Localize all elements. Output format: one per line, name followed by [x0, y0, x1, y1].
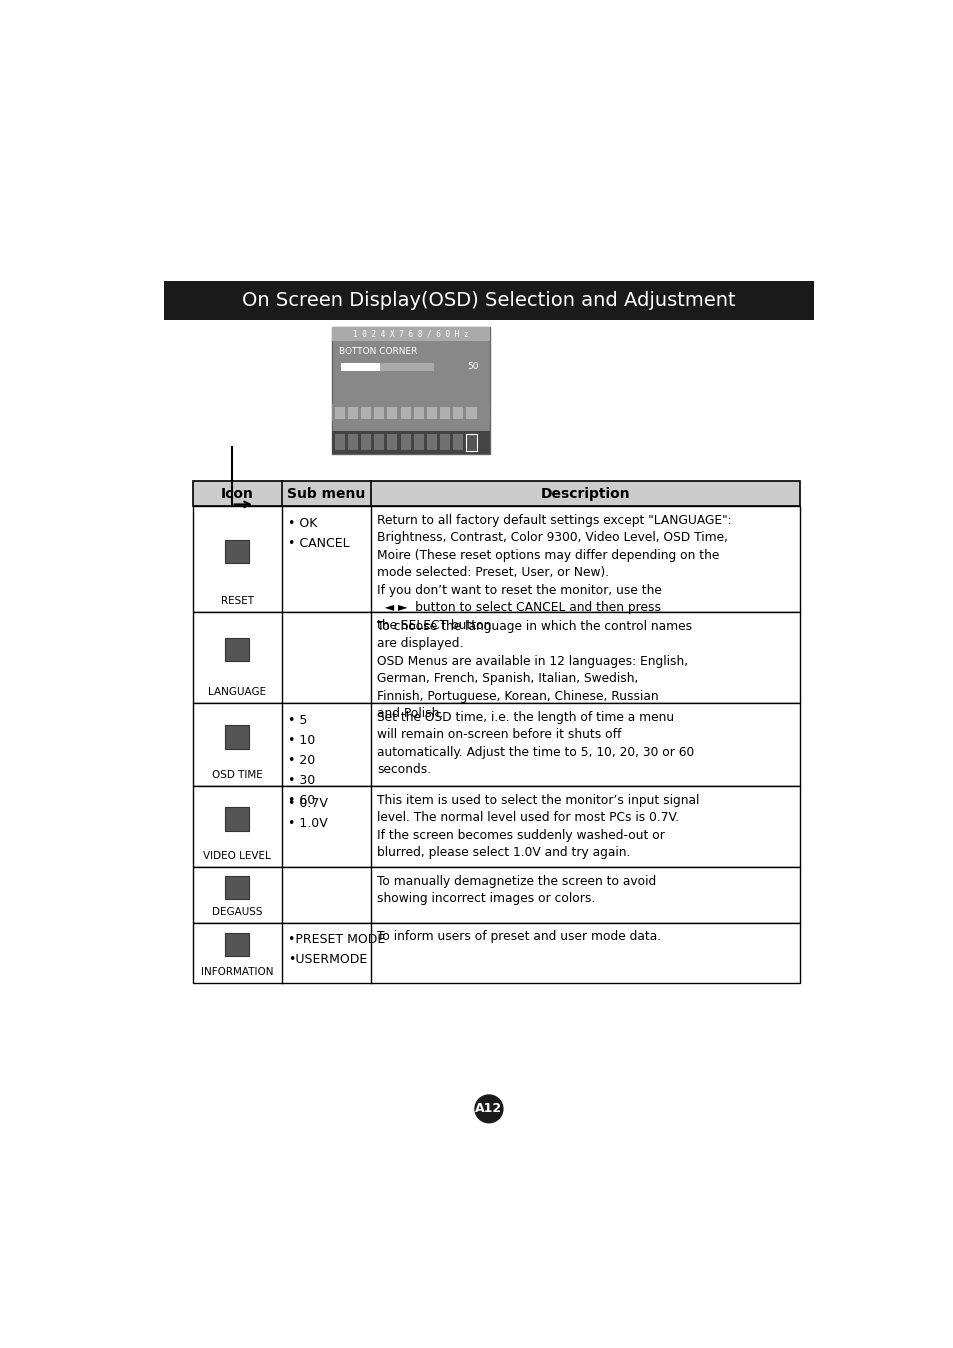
Bar	[225, 807, 249, 830]
Bar	[360, 434, 371, 450]
Bar	[348, 407, 357, 419]
Bar	[387, 434, 397, 450]
Bar	[427, 407, 436, 419]
Text: • 5
• 10
• 20
• 30
• 60: • 5 • 10 • 20 • 30 • 60	[288, 714, 315, 807]
Bar	[400, 434, 410, 450]
Bar	[427, 434, 436, 450]
Bar	[465, 434, 476, 450]
Text: Description: Description	[540, 487, 630, 500]
Bar	[335, 407, 344, 419]
Text: Icon: Icon	[220, 487, 253, 500]
Text: LANGUAGE: LANGUAGE	[208, 687, 266, 697]
Bar	[414, 434, 423, 450]
Bar	[453, 434, 463, 450]
Bar	[164, 282, 813, 319]
Bar	[193, 867, 799, 922]
Text: DEGAUSS: DEGAUSS	[212, 907, 262, 917]
Bar	[225, 539, 249, 563]
Text: RESET: RESET	[220, 596, 253, 607]
Bar	[439, 434, 450, 450]
Bar	[439, 407, 450, 419]
Text: This item is used to select the monitor’s input signal
level. The normal level u: This item is used to select the monitor’…	[377, 794, 699, 860]
Bar	[193, 612, 799, 704]
Text: • OK
• CANCEL: • OK • CANCEL	[288, 516, 350, 550]
Bar	[193, 506, 799, 612]
Text: BOTTON CORNER: BOTTON CORNER	[339, 348, 417, 356]
Text: To inform users of preset and user mode data.: To inform users of preset and user mode …	[377, 930, 660, 944]
Text: Set the OSD time, i.e. the length of time a menu
will remain on-screen before it: Set the OSD time, i.e. the length of tim…	[377, 710, 694, 776]
Text: On Screen Display(OSD) Selection and Adjustment: On Screen Display(OSD) Selection and Adj…	[242, 291, 735, 310]
Bar	[466, 407, 476, 419]
Text: OSD TIME: OSD TIME	[212, 771, 262, 780]
Bar	[193, 481, 799, 506]
Bar	[225, 933, 249, 956]
Text: Sub menu: Sub menu	[287, 487, 365, 500]
Bar	[332, 404, 489, 421]
Bar	[374, 434, 384, 450]
Text: To choose the language in which the control names
are displayed.
OSD Menus are a: To choose the language in which the cont…	[377, 620, 692, 720]
Text: •PRESET MODE
•USERMODE: •PRESET MODE •USERMODE	[288, 933, 385, 967]
Bar	[340, 363, 379, 371]
Bar	[193, 704, 799, 786]
Text: INFORMATION: INFORMATION	[200, 967, 273, 977]
Text: • 0.7V
• 1.0V: • 0.7V • 1.0V	[288, 797, 328, 830]
Bar	[348, 434, 357, 450]
Bar	[225, 876, 249, 899]
Bar	[374, 407, 384, 419]
Text: To manually demagnetize the screen to avoid
showing incorrect images or colors.: To manually demagnetize the screen to av…	[377, 875, 656, 906]
Bar	[387, 407, 397, 419]
Bar	[225, 639, 249, 662]
Bar	[340, 363, 434, 371]
Text: A12: A12	[475, 1103, 502, 1115]
Bar	[332, 328, 489, 454]
Bar	[400, 407, 410, 419]
Bar	[335, 434, 344, 450]
Bar	[225, 725, 249, 748]
Bar	[453, 407, 463, 419]
Text: 50: 50	[466, 363, 477, 372]
Text: 1 0 2 4 X 7 6 8 / 6 0 H z: 1 0 2 4 X 7 6 8 / 6 0 H z	[353, 330, 468, 338]
Bar	[414, 407, 423, 419]
Text: Return to all factory default settings except "LANGUAGE":
Brightness, Contrast, : Return to all factory default settings e…	[377, 514, 731, 632]
Bar	[332, 328, 489, 341]
Circle shape	[475, 1095, 502, 1123]
Bar	[193, 786, 799, 867]
Bar	[466, 434, 476, 450]
Text: VIDEO LEVEL: VIDEO LEVEL	[203, 852, 271, 861]
Bar	[360, 407, 371, 419]
Bar	[332, 431, 489, 454]
Bar	[193, 922, 799, 983]
